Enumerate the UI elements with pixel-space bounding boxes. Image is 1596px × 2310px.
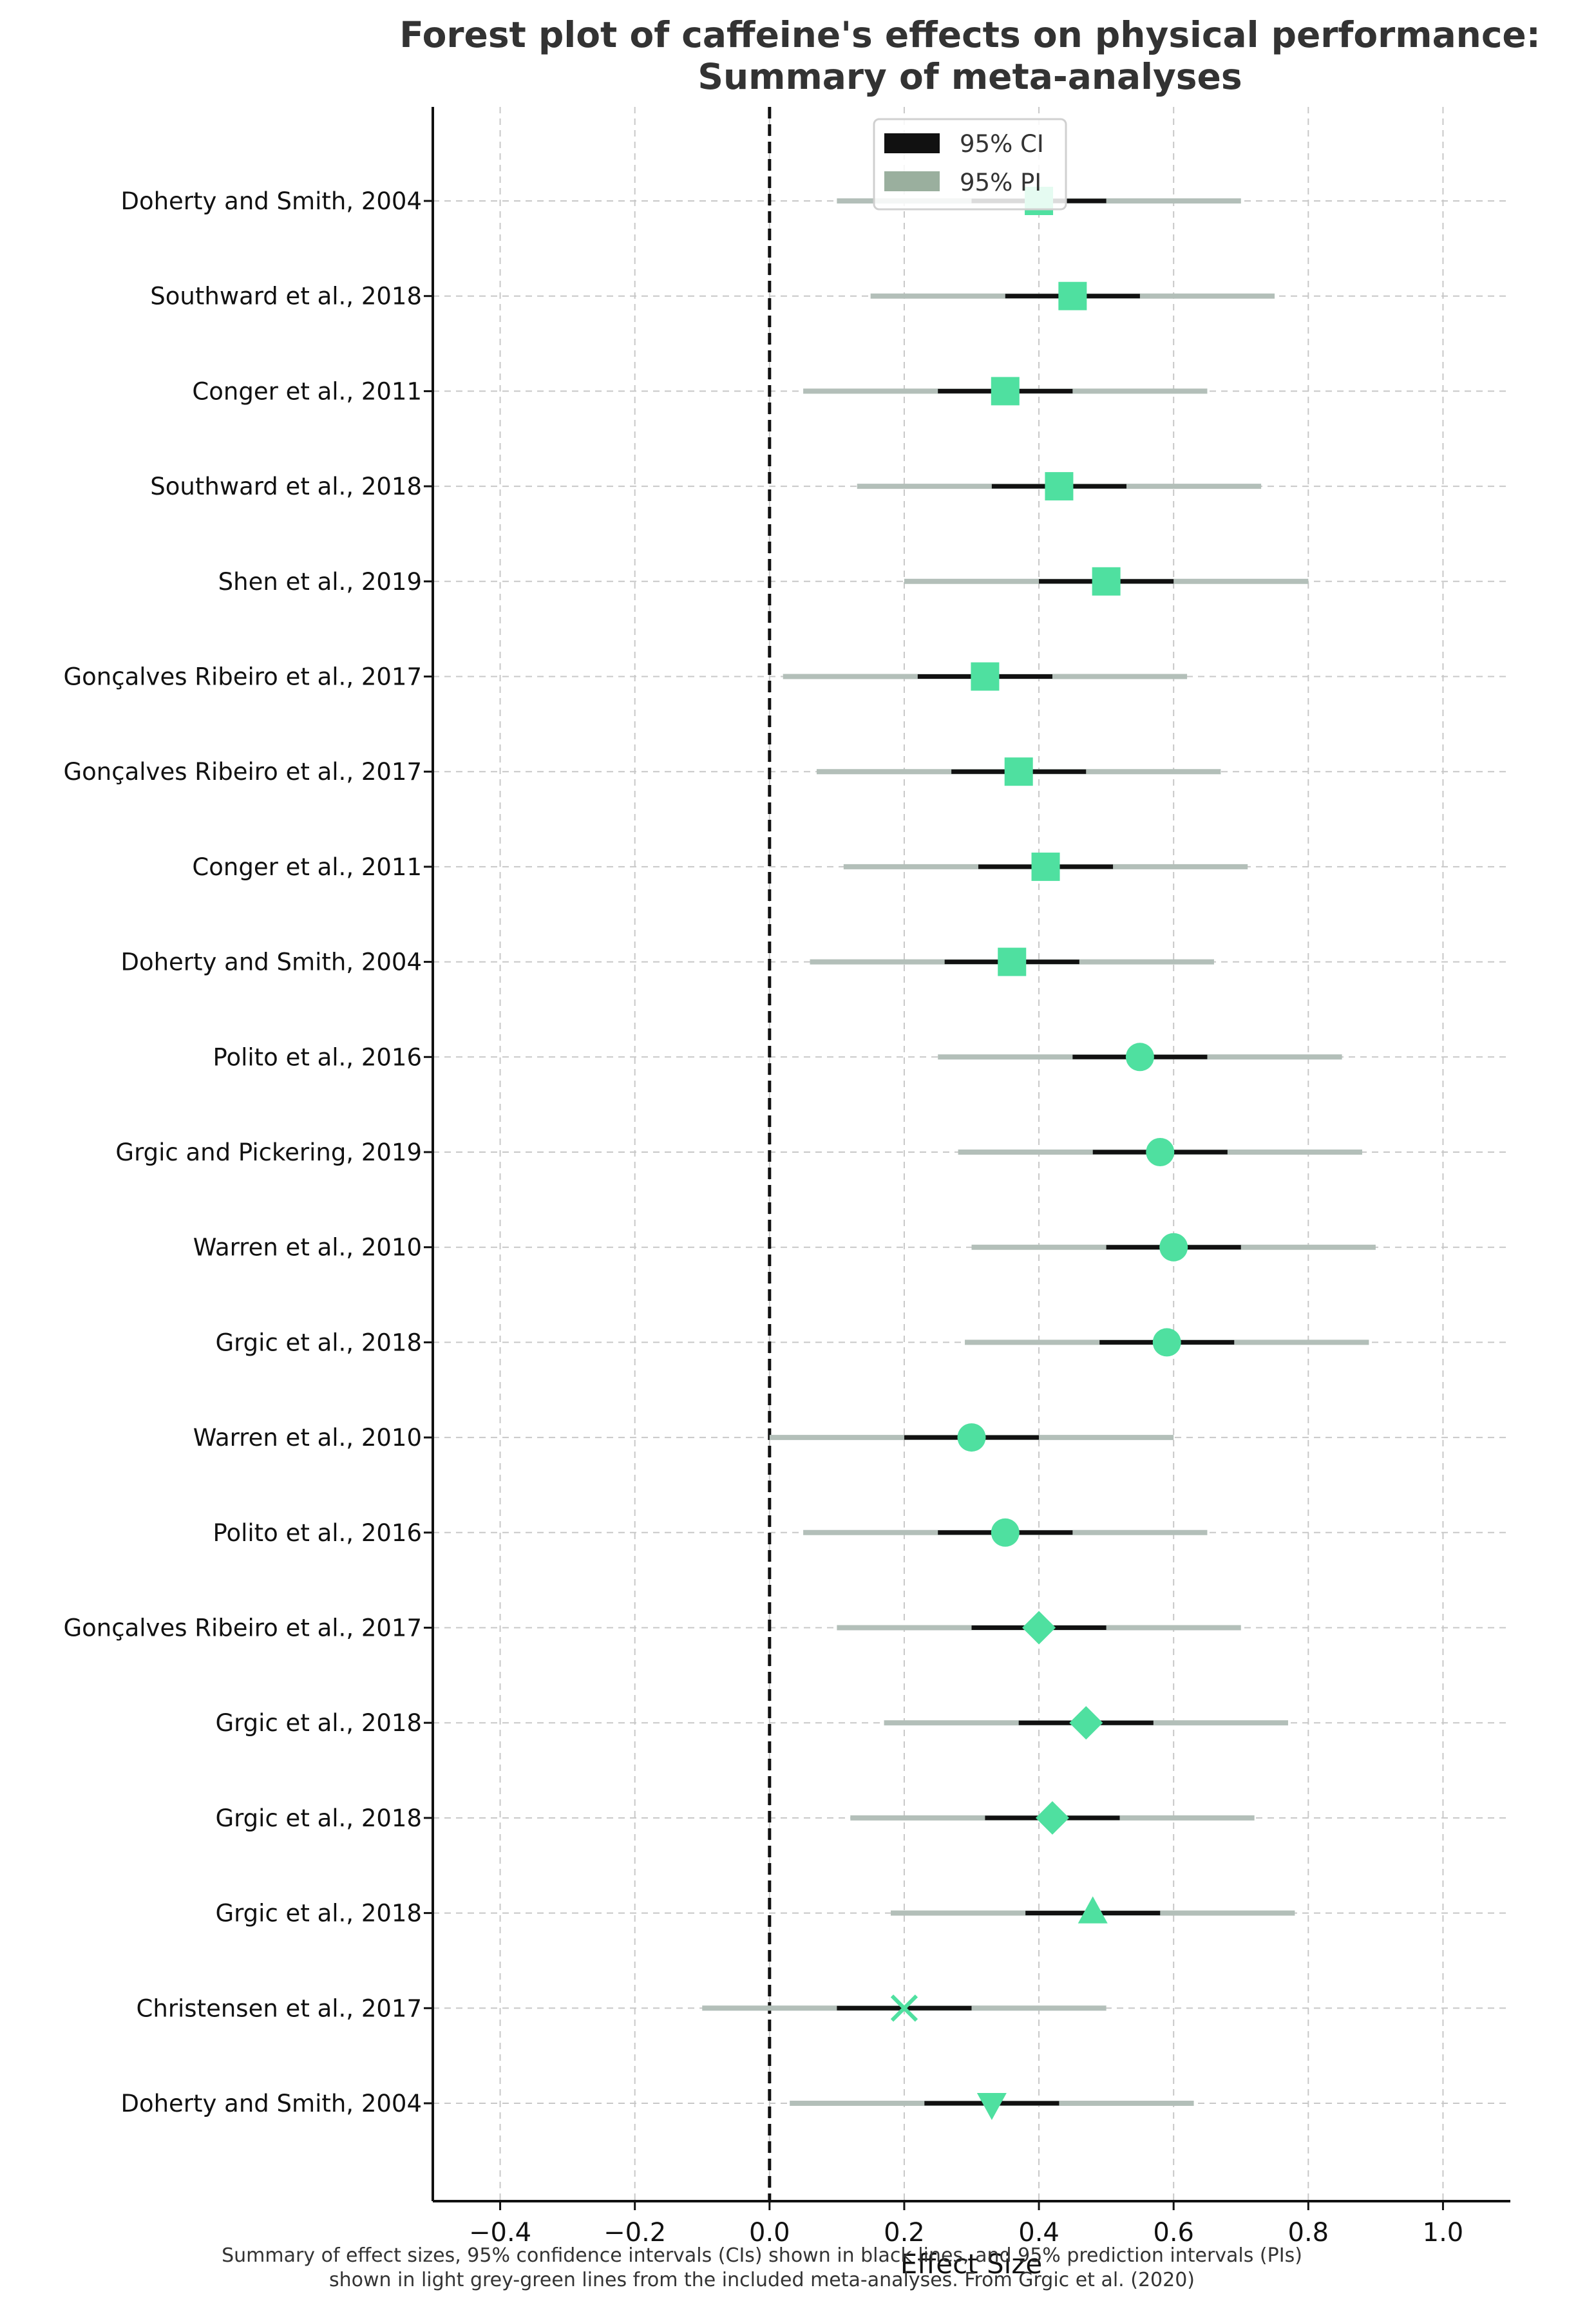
legend-swatch-ci [884, 133, 940, 153]
study-label: Polito et al., 2016 [213, 1519, 422, 1547]
study-label: Grgic et al., 2018 [215, 1804, 422, 1832]
legend-label-pi: 95% PI [960, 169, 1041, 196]
marker-diamond [1069, 1706, 1103, 1740]
marker-square [1045, 472, 1074, 501]
x-ticks: −0.4 −0.2 0.0 0.2 0.4 0.6 0.8 1.0 [469, 2201, 1463, 2248]
x-tick-label: 0.4 [1018, 2218, 1059, 2248]
study-label: Warren et al., 2010 [193, 1424, 422, 1452]
axes [432, 107, 1510, 2202]
study-label: Grgic et al., 2018 [215, 1900, 422, 1927]
study-label: Gonçalves Ribeiro et al., 2017 [64, 663, 423, 691]
study-label: Grgic and Pickering, 2019 [115, 1139, 422, 1166]
study-label: Doherty and Smith, 2004 [120, 2090, 422, 2117]
study-labels: Doherty and Smith, 2004 Southward et al.,… [64, 187, 433, 2117]
caption-line-2: shown in light grey-green lines from the… [329, 2269, 1195, 2291]
marker-square [998, 947, 1027, 976]
chart-title-line-2: Summary of meta-analyses [698, 56, 1242, 97]
marker-x [890, 1994, 918, 2022]
marker-circle [1125, 1043, 1154, 1072]
legend-label-ci: 95% CI [960, 130, 1044, 158]
x-tick-label: 0.2 [884, 2218, 925, 2248]
x-tick-label: −0.2 [603, 2218, 666, 2248]
chart-title-line-1: Forest plot of caffeine's effects on phy… [399, 14, 1540, 55]
study-label: Shen et al., 2019 [218, 568, 422, 596]
caption-line-1: Summary of effect sizes, 95% confidence … [222, 2244, 1302, 2267]
study-label: Grgic et al., 2018 [215, 1329, 422, 1356]
marker-circle [1146, 1138, 1175, 1166]
marker-square [971, 662, 1000, 691]
effect-markers [890, 187, 1188, 2120]
x-tick-label: −0.4 [469, 2218, 531, 2248]
marker-triangle-down [976, 2093, 1007, 2120]
marker-triangle-up [1078, 1896, 1108, 1924]
legend-swatch-pi [884, 171, 940, 191]
study-label: Doherty and Smith, 2004 [120, 949, 422, 976]
study-label: Doherty and Smith, 2004 [120, 187, 422, 215]
marker-circle [1159, 1233, 1188, 1262]
marker-diamond [1035, 1801, 1069, 1835]
x-axis-title: Effect Size [900, 2248, 1042, 2280]
x-tick-label: 0.6 [1153, 2218, 1194, 2248]
marker-square [1092, 567, 1121, 596]
marker-square [1004, 757, 1033, 786]
legend: 95% CI 95% PI [873, 118, 1067, 211]
study-label: Conger et al., 2011 [192, 853, 422, 881]
marker-circle [1152, 1328, 1181, 1357]
study-label: Southward et al., 2018 [150, 473, 422, 500]
study-label: Grgic et al., 2018 [215, 1709, 422, 1737]
study-label: Polito et al., 2016 [213, 1043, 422, 1071]
marker-x-stroke [890, 1994, 918, 2022]
x-tick-label: 0.0 [749, 2218, 790, 2248]
marker-circle [991, 1518, 1020, 1547]
marker-square [991, 377, 1020, 406]
study-label: Conger et al., 2011 [192, 377, 422, 405]
x-tick-label: 1.0 [1423, 2218, 1464, 2248]
marker-square [1031, 852, 1060, 881]
study-label: Gonçalves Ribeiro et al., 2017 [64, 758, 423, 786]
study-label: Gonçalves Ribeiro et al., 2017 [64, 1614, 423, 1642]
study-label: Southward et al., 2018 [150, 283, 422, 310]
marker-circle [957, 1423, 986, 1452]
marker-diamond [1022, 1611, 1056, 1645]
study-label: Christensen et al., 2017 [137, 1994, 422, 2022]
marker-square [1058, 281, 1087, 310]
study-label: Warren et al., 2010 [193, 1234, 422, 1262]
x-tick-label: 0.8 [1288, 2218, 1329, 2248]
